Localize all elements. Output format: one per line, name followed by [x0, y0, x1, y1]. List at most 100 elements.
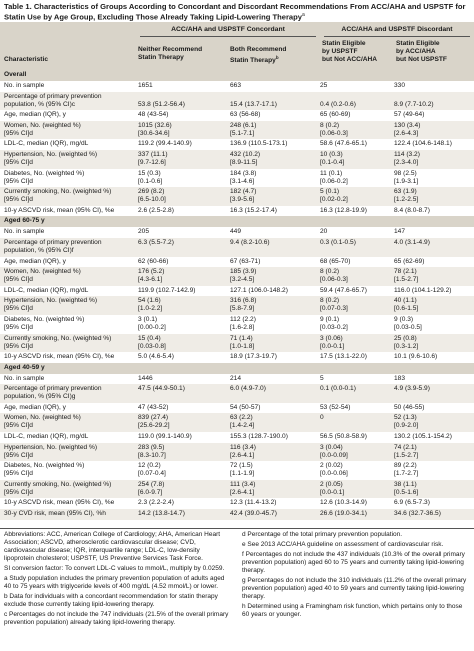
row-label: Currently smoking, No. (weighted %) [95%… [4, 334, 112, 350]
row-label: Age, median (IQR), y [4, 257, 66, 265]
cell-value: 52 (1.3) [0.9-2.0] [394, 414, 419, 430]
cell-value: 53 (52-54) [320, 403, 351, 411]
cell-value: 116 (3.4) [2.6-4.1] [230, 443, 256, 459]
footnote: a Study population includes the primary … [4, 575, 225, 590]
cell-value: 47 (43-52) [138, 403, 169, 411]
cell-value: 6.0 (4.9-7.0) [230, 385, 266, 393]
cell-value: 12.6 (10.3-14.9) [320, 499, 367, 507]
cell-value: 3 (0.1) [0.00-0.2] [138, 315, 166, 331]
cell-value: 15 (0.3) [0.1-0.6] [138, 169, 163, 185]
row-label: 10-y ASCVD risk, mean (95% CI), %e [4, 499, 115, 507]
cell-value: 214 [230, 374, 242, 382]
cell-value: 2 (0.02) [0.0-0.06] [320, 462, 348, 478]
row-label: Diabetes, No. (weighted %) [95% CI]d [4, 462, 85, 478]
cell-value: 8 (0.2) [0.06-0.3] [320, 268, 348, 284]
cell-value: 50 (46-55) [394, 403, 425, 411]
cell-value: 63 (1.9) [1.2-2.5] [394, 188, 419, 204]
table-row: Currently smoking, No. (weighted %) [95%… [0, 187, 474, 206]
cell-value: 58.6 (47.6-65.1) [320, 140, 367, 148]
cell-value: 5 (0.1) [0.02-0.2] [320, 188, 348, 204]
row-label: Women, No. (weighted %) [95% CI]d [4, 268, 81, 284]
cell-value: 1446 [138, 374, 153, 382]
cell-value: 3 (0.06) [0.0-0.1] [320, 334, 345, 350]
row-label: 10-y ASCVD risk, mean (95% CI), %e [4, 353, 115, 361]
cell-value: 184 (3.8) [3.1-4.6] [230, 169, 257, 185]
cell-value: 130.2 (105.1-154.2) [394, 433, 452, 441]
cell-value: 254 (7.8) [6.0-9.7] [138, 480, 165, 496]
cell-value: 119.2 (99.4-140.9) [138, 140, 192, 148]
cell-value: 34.6 (32.7-36.5) [394, 510, 441, 518]
row-label: Women, No. (weighted %) [95% CI]d [4, 414, 81, 430]
footnote: h Determined using a Framingham risk fun… [242, 603, 463, 618]
table-body: Overall No. in sample 1651 663 25 330 Percenta… [0, 70, 474, 520]
cell-value: 185 (3.9) [3.2-4.5] [230, 268, 257, 284]
cell-value: 89 (2.2) [1.7-2.7] [394, 462, 419, 478]
table-row: Percentage of primary prevention populat… [0, 237, 474, 257]
cell-value: 183 [394, 374, 406, 382]
cell-value: 63 (2.2) [1.4-2.4] [230, 414, 255, 430]
footnote: SI conversion factor: To convert LDL-C v… [4, 565, 225, 572]
cell-value: 8.9 (7.7-10.2) [394, 100, 434, 108]
cell-value: 25 (0.8) [0.3-1.2] [394, 334, 419, 350]
cell-value: 4.9 (3.9-5.9) [394, 385, 430, 393]
cell-value: 67 (63-71) [230, 257, 261, 265]
row-label: Hypertension, No. (weighted %) [95% CI]d [4, 297, 98, 313]
cell-value: 432 (10.2) [8.9-11.5] [230, 150, 261, 166]
section-row: Overall [0, 70, 474, 81]
footnote: g Percentages do not include the 310 ind… [242, 577, 467, 600]
section-label: Aged 60-75 y [4, 217, 45, 225]
row-label: Hypertension, No. (weighted %) [95% CI]d [4, 150, 98, 166]
cell-value: 155.3 (128.7-190.0) [230, 433, 288, 441]
table-row: Percentage of primary prevention populat… [0, 384, 474, 403]
cell-value: 119.0 (99.1-140.9) [138, 433, 192, 441]
footnotes-left: Abbreviations: ACC, American College of … [4, 531, 230, 629]
table-row: Diabetes, No. (weighted %) [95% CI]d 12 (… [0, 461, 474, 480]
row-label: No. in sample [4, 374, 45, 382]
table-row: No. in sample 205 449 20 147 [0, 227, 474, 238]
cell-value: 2.3 (2.2-2.4) [138, 499, 174, 507]
row-label: Currently smoking, No. (weighted %) [95%… [4, 480, 112, 496]
column-header-characteristic: Characteristic [4, 56, 48, 63]
section-row: Aged 40-59 y [0, 362, 474, 374]
table-row: Age, median (IQR), y 47 (43-52) 54 (50-57)… [0, 403, 474, 414]
row-label: No. in sample [4, 82, 45, 89]
table-row: Currently smoking, No. (weighted %) [95%… [0, 479, 474, 499]
row-label: Currently smoking, No. (weighted %) [95%… [4, 188, 112, 204]
cell-value: 12 (0.2) [0.07-0.4] [138, 462, 166, 478]
cell-value: 449 [230, 228, 242, 236]
row-label: 30-y CVD risk, mean (95% CI), %h [4, 510, 106, 518]
table-row: Percentage of primary prevention populat… [0, 91, 474, 111]
cell-value: 839 (27.4) [25.6-29.2] [138, 414, 170, 430]
cell-value: 4.0 (3.1-4.9) [394, 238, 430, 246]
cell-value: 26.6 (19.0-34.1) [320, 510, 367, 518]
cell-value: 54 (1.6) [1.0-2.2] [138, 297, 163, 313]
row-label: Percentage of primary prevention populat… [4, 92, 102, 108]
cell-value: 182 (4.7) [3.9-5.6] [230, 188, 257, 204]
cell-value: 11 (0.1) [0.06-0.2] [320, 169, 348, 185]
cell-value: 2 (0.05) [0.0-0.1] [320, 480, 345, 496]
cell-value: 15.4 (13.7-17.1) [230, 100, 277, 108]
cell-value: 663 [230, 82, 242, 89]
group-divider-discordant [324, 36, 470, 37]
cell-value: 136.9 (110.5-173.1) [230, 140, 288, 148]
cell-value: 57 (49-64) [394, 111, 425, 119]
column-header-both: Both Recommend Statin Therapyb [230, 46, 287, 65]
column-header-accaha-only: Statin Eligible by ACC/AHA but Not USPST… [396, 40, 447, 63]
row-label: LDL-C, median (IQR), mg/dL [4, 286, 89, 294]
row-label: Hypertension, No. (weighted %) [95% CI]d [4, 443, 98, 459]
cell-value: 337 (11.1) [9.7-12.6] [138, 150, 168, 166]
cell-value: 25 [320, 82, 328, 89]
cell-value: 8 (0.2) [0.07-0.3] [320, 297, 348, 313]
section-row: Aged 60-75 y [0, 216, 474, 228]
table-row: Diabetes, No. (weighted %) [95% CI]d 3 (0… [0, 315, 474, 334]
cell-value: 98 (2.5) [1.9-3.1] [394, 169, 419, 185]
cell-value: 71 (1.4) [1.0-1.8] [230, 334, 255, 350]
footnote: b Data for individuals with a concordant… [4, 593, 218, 608]
cell-value: 176 (5.2) [4.3-6.1] [138, 268, 165, 284]
group-divider-concordant [140, 36, 316, 37]
cell-value: 12.3 (11.4-13.2) [230, 499, 277, 507]
table-row: Women, No. (weighted %) [95% CI]d 1015 (3… [0, 120, 474, 140]
cell-value: 9 (0.3) [0.03-0.5] [394, 315, 422, 331]
cell-value: 65 (60-69) [320, 111, 351, 119]
cell-value: 127.1 (106.0-148.2) [230, 286, 288, 294]
